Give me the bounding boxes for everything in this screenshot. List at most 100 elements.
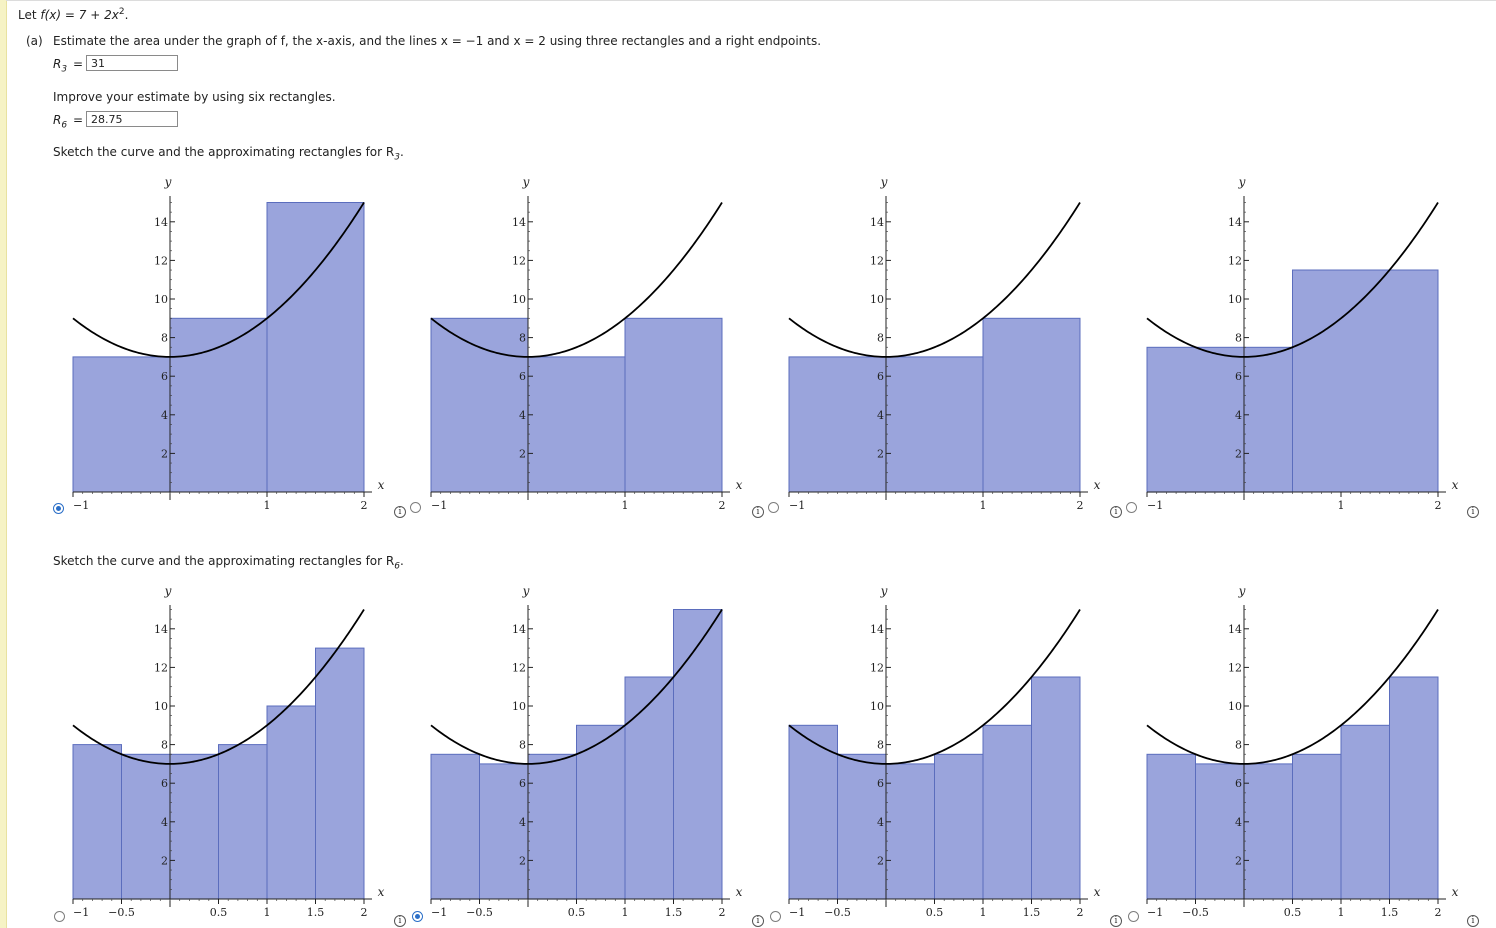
radio-r3-option-3[interactable] — [768, 502, 779, 513]
x-tick-label: 0.5 — [926, 906, 944, 919]
y-tick-label: 2 — [519, 854, 526, 867]
info-icon[interactable]: i — [1110, 915, 1122, 927]
function-curve — [1146, 609, 1439, 765]
approx-rectangle — [169, 317, 268, 493]
x-tick-label: −1 — [789, 906, 805, 919]
y-tick-label: 6 — [161, 370, 168, 383]
approx-rectangle — [527, 356, 626, 493]
r3-label: R3 — [53, 57, 67, 74]
x-axis-label: x — [1094, 478, 1101, 492]
sketch-r6-text: Sketch the curve and the approximating r… — [53, 554, 395, 568]
radio-r6-option-3[interactable] — [770, 911, 781, 922]
r3-answer-input[interactable]: 31 — [86, 55, 178, 71]
info-icon[interactable]: i — [752, 915, 764, 927]
approx-rectangle — [1292, 753, 1342, 900]
x-axis-label: x — [1452, 478, 1459, 492]
y-tick-label: 4 — [161, 409, 168, 422]
x-tick-label: −1 — [73, 906, 89, 919]
info-icon[interactable]: i — [394, 915, 406, 927]
radio-r6-option-1[interactable] — [54, 911, 65, 922]
y-tick-label: 12 — [1228, 254, 1242, 267]
y-tick-label: 10 — [154, 293, 168, 306]
radio-r3-option-2[interactable] — [410, 502, 421, 513]
y-axis-label: y — [1238, 175, 1246, 189]
y-tick-label: 10 — [154, 700, 168, 713]
y-tick-label: 12 — [1228, 661, 1242, 674]
sketch-r6-prompt: Sketch the curve and the approximating r… — [53, 554, 404, 571]
approx-rectangle — [430, 753, 480, 900]
x-tick-label: −0.5 — [108, 906, 135, 919]
y-tick-label: 12 — [154, 254, 168, 267]
intro-formula: f(x) = 7 + 2x — [40, 8, 119, 22]
intro-exponent: 2 — [118, 7, 125, 17]
x-tick-label: 0.5 — [568, 906, 586, 919]
info-icon[interactable]: i — [752, 506, 764, 518]
approx-rectangle — [885, 356, 984, 493]
x-tick-label: 2 — [1077, 499, 1084, 512]
x-tick-label: 1 — [622, 906, 629, 919]
info-icon[interactable]: i — [394, 506, 406, 518]
x-tick-label: 1 — [980, 906, 987, 919]
approx-rectangle — [266, 202, 365, 493]
x-tick-label: 1 — [622, 499, 629, 512]
y-tick-label: 12 — [512, 254, 526, 267]
y-tick-label: 10 — [1228, 700, 1242, 713]
approx-rectangle — [934, 753, 984, 900]
y-tick-label: 2 — [519, 447, 526, 460]
sketch-r3-text: Sketch the curve and the approximating r… — [53, 145, 395, 159]
info-icon[interactable]: i — [1467, 506, 1479, 518]
y-tick-label: 4 — [1235, 409, 1242, 422]
x-tick-label: 1.5 — [1381, 906, 1399, 919]
radio-r3-option-1[interactable] — [53, 503, 64, 514]
y-axis-label: y — [522, 584, 530, 598]
y-tick-label: 4 — [877, 409, 884, 422]
y-tick-label: 14 — [512, 623, 526, 636]
y-tick-label: 4 — [519, 409, 526, 422]
r6-answer-input[interactable]: 28.75 — [86, 111, 178, 127]
x-tick-label: −1 — [431, 499, 447, 512]
y-tick-label: 4 — [161, 816, 168, 829]
approx-rectangle — [315, 647, 365, 900]
y-tick-label: 10 — [870, 293, 884, 306]
intro-suffix: . — [124, 8, 129, 22]
approx-rectangle — [673, 609, 723, 900]
x-axis-label: x — [736, 885, 743, 899]
x-tick-label: 2 — [1435, 499, 1442, 512]
approx-rectangle — [788, 724, 838, 900]
y-tick-label: 6 — [1235, 370, 1242, 383]
approx-rectangle — [624, 317, 723, 493]
radio-r3-option-4[interactable] — [1126, 502, 1137, 513]
function-curve — [788, 609, 1081, 765]
approx-rectangle — [72, 356, 171, 493]
info-icon[interactable]: i — [1467, 915, 1479, 927]
r6-subscript: 6 — [61, 120, 68, 131]
radio-r6-option-2[interactable] — [412, 911, 423, 922]
x-tick-label: 1.5 — [307, 906, 325, 919]
y-tick-label: 6 — [1235, 777, 1242, 790]
approx-rectangle — [169, 753, 219, 900]
y-tick-label: 8 — [1235, 739, 1242, 752]
graph-option-r6-2: 2 4 6 8 10 12 14 −1 −0.5 0.5 1 1.5 2 y x — [430, 584, 743, 919]
y-tick-label: 6 — [877, 370, 884, 383]
graph-option-r6-4: 2 4 6 8 10 12 14 −1 −0.5 0.5 1 1.5 2 y x — [1146, 584, 1459, 919]
function-curve — [430, 202, 723, 358]
function-curve — [788, 202, 1081, 358]
sketch-r3-period: . — [399, 145, 404, 159]
approx-rectangle — [479, 763, 529, 900]
function-curve — [72, 202, 365, 358]
x-tick-label: 1 — [980, 499, 987, 512]
approx-rectangle — [624, 676, 674, 900]
y-tick-label: 12 — [870, 661, 884, 674]
info-icon[interactable]: i — [1110, 506, 1122, 518]
x-tick-label: 1 — [1338, 906, 1345, 919]
x-tick-label: −1 — [789, 499, 805, 512]
x-tick-label: 2 — [361, 906, 368, 919]
x-tick-label: −1 — [1147, 499, 1163, 512]
radio-r6-option-4[interactable] — [1128, 911, 1139, 922]
x-tick-label: −0.5 — [1182, 906, 1209, 919]
r6-letter: R — [53, 113, 62, 127]
x-tick-label: 2 — [1435, 906, 1442, 919]
y-tick-label: 8 — [519, 739, 526, 752]
